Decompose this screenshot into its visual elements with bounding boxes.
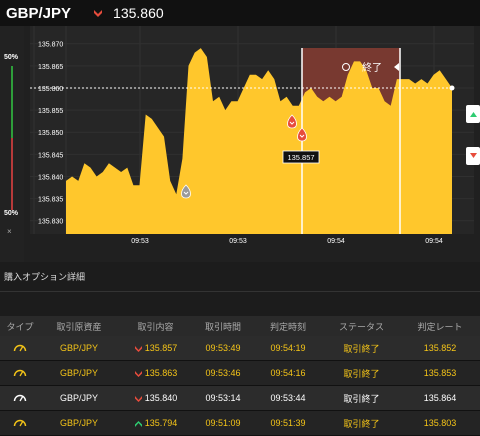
row-asset: GBP/JPY <box>59 343 98 353</box>
row-judge-rate: 135.864 <box>423 393 457 403</box>
x-tick-label: 09:54 <box>425 238 443 245</box>
gauge-icon <box>0 392 40 404</box>
chart-canvas: 終了 135.870 135.865 135.860 135.855 135.850 135… <box>30 26 480 245</box>
marker-label-box <box>282 150 320 164</box>
row-rate: 135.857 <box>144 343 178 353</box>
row-status: 取引終了 <box>343 393 380 404</box>
end-label: 終了 <box>362 61 382 74</box>
y-tick-label: 135.860 <box>38 86 63 93</box>
gauge-icon <box>0 342 40 354</box>
pair-title: GBP/JPY <box>6 4 72 22</box>
row-trade-time: 09:53:46 <box>205 368 241 378</box>
table-row[interactable]: GBP/JPY 135.857 09:53:49 09:54:19 取引終了 135.85… <box>0 336 480 361</box>
trade-marker-icon-arrow <box>299 134 305 138</box>
row-asset: GBP/JPY <box>59 393 98 403</box>
y-tick-label: 135.835 <box>38 197 63 204</box>
col-asset: 取引原資産 <box>56 321 102 332</box>
col-type: タイプ <box>6 321 34 332</box>
marker-label: 135.857 <box>287 153 314 162</box>
y-tick-label: 135.830 <box>38 219 63 226</box>
table-body: GBP/JPY 135.857 09:53:49 09:54:19 取引終了 135.85… <box>0 336 480 436</box>
end-arrow-icon <box>394 63 399 71</box>
row-trade-time: 09:53:49 <box>205 343 241 353</box>
y-tick-label: 135.865 <box>38 64 63 71</box>
y-tick-label: 135.870 <box>38 42 63 49</box>
row-rate: 135.863 <box>144 368 178 378</box>
row-rate: 135.840 <box>144 393 178 403</box>
x-tick-label: 09:53 <box>229 238 247 245</box>
row-status: 取引終了 <box>343 343 380 354</box>
trade-marker-icon <box>297 127 307 142</box>
table-row[interactable]: GBP/JPY 135.840 09:53:14 09:53:44 取引終了 135.86… <box>0 386 480 411</box>
close-icon[interactable]: × <box>7 227 12 236</box>
options-table: タイプ 取引原資産 取引内容 取引時間 判定時刻 ステータス 判定レート GBP… <box>0 316 480 436</box>
gauge-icon <box>0 417 40 429</box>
row-asset: GBP/JPY <box>59 368 98 378</box>
x-tick-label: 09:54 <box>327 238 345 245</box>
row-trade-time: 09:51:09 <box>205 418 241 428</box>
low-ratio-label: 50% <box>4 210 19 217</box>
col-judge-time: 判定時刻 <box>269 321 306 332</box>
x-tick-label: 09:53 <box>131 238 149 245</box>
divider <box>0 291 480 292</box>
row-judge-rate: 135.853 <box>423 368 457 378</box>
gauge-icon <box>0 367 40 379</box>
table-row[interactable]: GBP/JPY 135.794 09:51:09 09:51:39 取引終了 135.80… <box>0 411 480 436</box>
row-trade-time: 09:53:14 <box>205 393 241 403</box>
row-judge-time: 09:53:44 <box>270 393 306 403</box>
col-judge-rate: 判定レート <box>417 321 463 332</box>
row-content: 135.857 <box>118 343 193 353</box>
high-arrow-icon <box>134 420 143 428</box>
y-tick-label: 135.840 <box>38 174 63 181</box>
current-price-dot <box>449 85 455 91</box>
row-judge-time: 09:54:16 <box>270 368 306 378</box>
row-content: 135.794 <box>118 418 193 428</box>
low-arrow-icon <box>134 345 143 353</box>
row-judge-rate: 135.852 <box>423 343 457 353</box>
col-content: 取引内容 <box>137 321 174 332</box>
low-ratio-bar <box>11 138 13 210</box>
row-asset: GBP/JPY <box>59 418 98 428</box>
col-trade-time: 取引時間 <box>204 321 241 332</box>
price-area <box>66 48 452 234</box>
row-judge-time: 09:54:19 <box>270 343 306 353</box>
trade-marker-icon-arrow <box>183 191 189 195</box>
price-chart[interactable]: 50% 50% × 終了 135.870 135.865 135.860 135.855… <box>0 26 480 262</box>
current-price: 135.860 <box>113 5 164 21</box>
low-arrow-icon <box>94 10 103 17</box>
low-arrow-icon <box>134 395 143 403</box>
trade-marker-icon <box>181 184 191 199</box>
row-content: 135.840 <box>118 393 193 403</box>
col-status: ステータス <box>338 321 384 332</box>
low-arrow-icon <box>134 370 143 378</box>
y-tick-label: 135.850 <box>38 130 63 137</box>
row-content: 135.863 <box>118 368 193 378</box>
clock-icon <box>342 63 350 71</box>
table-row[interactable]: GBP/JPY 135.863 09:53:46 09:54:16 取引終了 135.85… <box>0 361 480 386</box>
y-tick-label: 135.845 <box>38 152 63 159</box>
table-header: タイプ 取引原資産 取引内容 取引時間 判定時刻 ステータス 判定レート <box>0 316 480 336</box>
high-arrow-icon <box>470 112 477 117</box>
row-status: 取引終了 <box>343 418 380 429</box>
row-status: 取引終了 <box>343 368 380 379</box>
row-rate: 135.794 <box>144 418 178 428</box>
top-bar: GBP/JPY 135.860 <box>0 0 480 26</box>
trade-marker-icon <box>287 114 297 129</box>
row-judge-time: 09:51:39 <box>270 418 306 428</box>
section-title: 購入オプション詳細 <box>4 272 86 282</box>
high-ratio-label: 50% <box>4 54 19 61</box>
trade-marker-icon-arrow <box>289 121 295 125</box>
low-arrow-icon <box>470 153 477 158</box>
high-ratio-bar <box>11 66 13 138</box>
row-judge-rate: 135.803 <box>423 418 457 428</box>
ratio-panel: 50% 50% × <box>0 26 24 262</box>
y-tick-label: 135.855 <box>38 108 63 115</box>
